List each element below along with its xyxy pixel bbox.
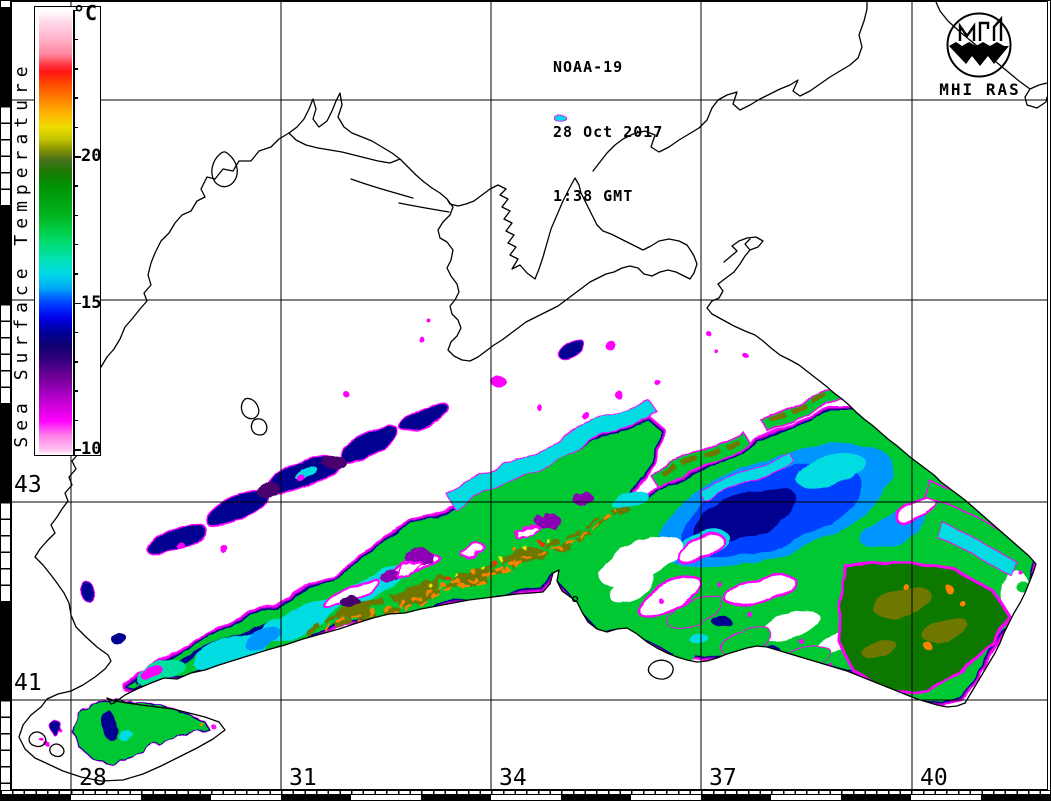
colorbar-minor-tick (73, 390, 78, 392)
colorbar-minor-tick (73, 185, 78, 187)
longitude-label: 40 (920, 765, 948, 791)
colorbar-minor-tick (73, 361, 78, 363)
longitude-ruler (1, 790, 1050, 800)
longitude-label: 28 (79, 765, 107, 791)
longitude-label: 31 (289, 765, 317, 791)
colorbar-minor-tick (73, 38, 78, 41)
longitude-label: 37 (709, 765, 737, 791)
colorbar-gradient (39, 10, 72, 454)
colorbar-minor-tick (73, 331, 78, 334)
colorbar-minor-tick (73, 243, 78, 246)
logo-glyphs (958, 15, 1003, 41)
colorbar-major-tick (73, 449, 81, 451)
sst-data-layer (82, 112, 1036, 706)
colorbar-major-tick (73, 302, 81, 305)
logo-caption: MHI RAS (939, 80, 1021, 99)
colorbar-tick-label: 20 (81, 146, 102, 166)
colorbar-unit-label: °C (73, 1, 98, 25)
longitude-ruler-blocks (1, 795, 1050, 800)
longitude-ruler-ticks (1, 790, 1050, 795)
colorbar-minor-tick (73, 97, 78, 99)
colorbar: 20 15 10 (34, 6, 102, 459)
acquisition-time: 1:38 GMT (553, 187, 634, 205)
colorbar-axis (73, 10, 75, 455)
colorbar-tick-label: 15 (81, 292, 102, 313)
latitude-ruler (1, 1, 11, 790)
coastlines (18, 1, 1048, 782)
colorbar-minor-tick (73, 68, 78, 70)
land-mask (12, 2, 1047, 789)
acquisition-date: 28 Oct 2017 (553, 122, 664, 141)
colorbar-tick-label: 10 (81, 439, 102, 459)
colorbar-major-tick (73, 156, 81, 158)
logo-wave (949, 42, 1009, 66)
colorbar-minor-tick (73, 273, 78, 275)
marmara-data (39, 699, 217, 765)
longitude-label: 34 (499, 765, 527, 791)
colorbar-minor-tick (73, 126, 78, 129)
colorbar-minor-tick (73, 9, 78, 12)
latitude-label: 43 (14, 472, 42, 498)
satellite-name: NOAA-19 (553, 58, 624, 76)
latitude-label: 41 (14, 670, 42, 696)
colorbar-minor-tick (73, 214, 78, 217)
header-annotation: NOAA-19 28 Oct 2017 1:38 GMT (553, 14, 663, 229)
mhi-ras-logo (946, 12, 1012, 78)
colorbar-minor-tick (73, 419, 78, 422)
colorbar-title: Sea Surface Temperature (11, 60, 32, 448)
